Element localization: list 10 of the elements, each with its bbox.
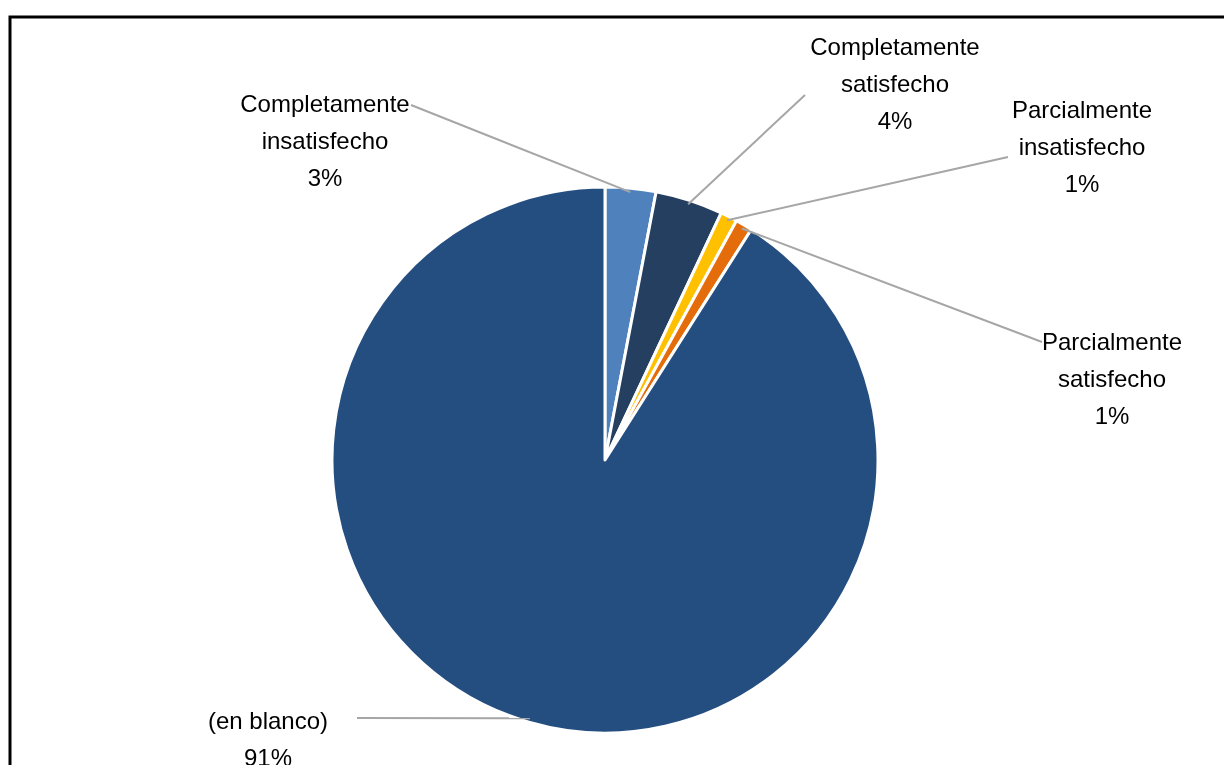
pie-slice (330, 185, 880, 735)
data-label: 4% (877, 107, 913, 134)
slice-label: Parcialmente insatisfecho (1011, 96, 1153, 160)
slice-label: Parcialmente satisfecho (1041, 328, 1183, 392)
slice-label: (en blanco) (207, 707, 329, 734)
data-label: 3% (307, 164, 343, 191)
data-label: 1% (1064, 170, 1100, 197)
slice-label: Completamente satisfecho (810, 33, 980, 97)
slice-label: Completamente insatisfecho (240, 90, 410, 154)
data-label: 1% (1094, 402, 1130, 429)
